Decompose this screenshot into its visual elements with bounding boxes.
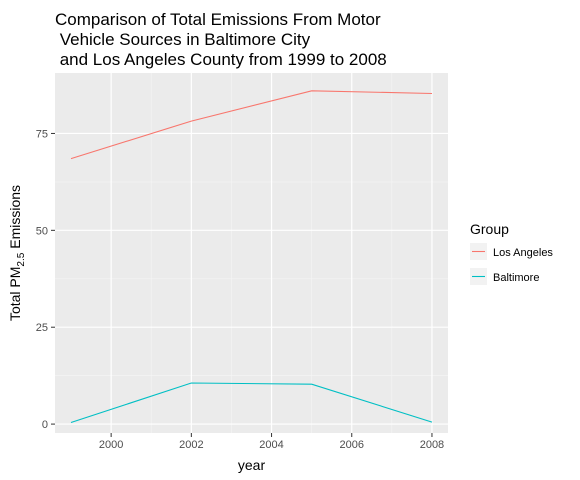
- y-axis-label: Total PM2.5 Emissions: [7, 185, 27, 321]
- chart-title-line-1: Comparison of Total Emissions From Motor: [55, 10, 381, 29]
- legend-label: Baltimore: [493, 272, 539, 284]
- y-tick-label: 75: [36, 128, 48, 140]
- x-tick-label: 2008: [420, 439, 444, 451]
- chart-title-line-3: and Los Angeles County from 1999 to 2008: [55, 50, 387, 69]
- legend-label: Los Angeles: [493, 247, 553, 259]
- y-tick-label: 0: [42, 419, 48, 431]
- series-line-los-angeles: [70, 90, 433, 160]
- plot-panel: [55, 73, 448, 433]
- x-tick-label: 2000: [99, 439, 123, 451]
- x-axis-label: year: [238, 457, 266, 473]
- x-tick-label: 2002: [179, 439, 203, 451]
- x-tick-label: 2006: [340, 439, 364, 451]
- y-tick-label: 25: [36, 322, 48, 334]
- y-tick-label: 50: [36, 225, 48, 237]
- series-line-baltimore: [70, 382, 433, 424]
- legend-title: Group: [470, 221, 509, 237]
- x-tick-label: 2004: [259, 439, 283, 451]
- chart-title-line-2: Vehicle Sources in Baltimore City: [55, 30, 311, 49]
